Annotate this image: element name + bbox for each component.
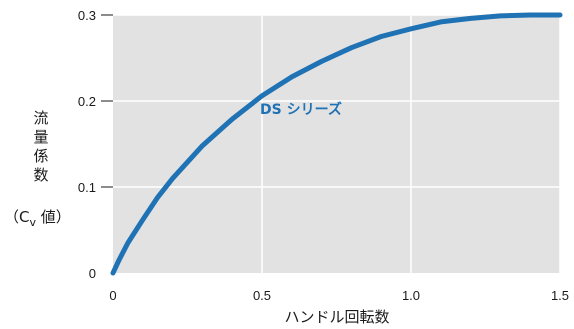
tick-labels: 0 0.5 1.0 1.5 0 0.1 0.2 0.3	[78, 8, 569, 303]
y-axis-title-char: 量	[33, 128, 48, 146]
y-axis-title-char: 数	[33, 166, 48, 184]
y-axis-title-char: 係	[33, 147, 48, 165]
x-tick-label: 0	[109, 288, 116, 303]
y-tick-label: 0	[89, 266, 96, 281]
series-group	[110, 12, 563, 276]
plot-area	[113, 15, 560, 273]
x-tick-label: 1.0	[402, 288, 420, 303]
series-line-0	[110, 12, 563, 276]
x-tick-label: 0.5	[253, 288, 271, 303]
y-axis-title-char: 流	[33, 109, 48, 127]
x-tick-label: 1.5	[551, 288, 569, 303]
series-label-ds: DS シリーズ	[260, 101, 342, 118]
y-tick-label: 0.2	[78, 94, 96, 109]
axis-ticks	[101, 14, 113, 188]
y-axis-unit: （Cv 値）	[4, 208, 71, 229]
y-tick-label: 0.3	[78, 8, 96, 23]
y-tick-label: 0.1	[78, 180, 96, 195]
x-axis-title: ハンドル回転数	[284, 308, 389, 326]
